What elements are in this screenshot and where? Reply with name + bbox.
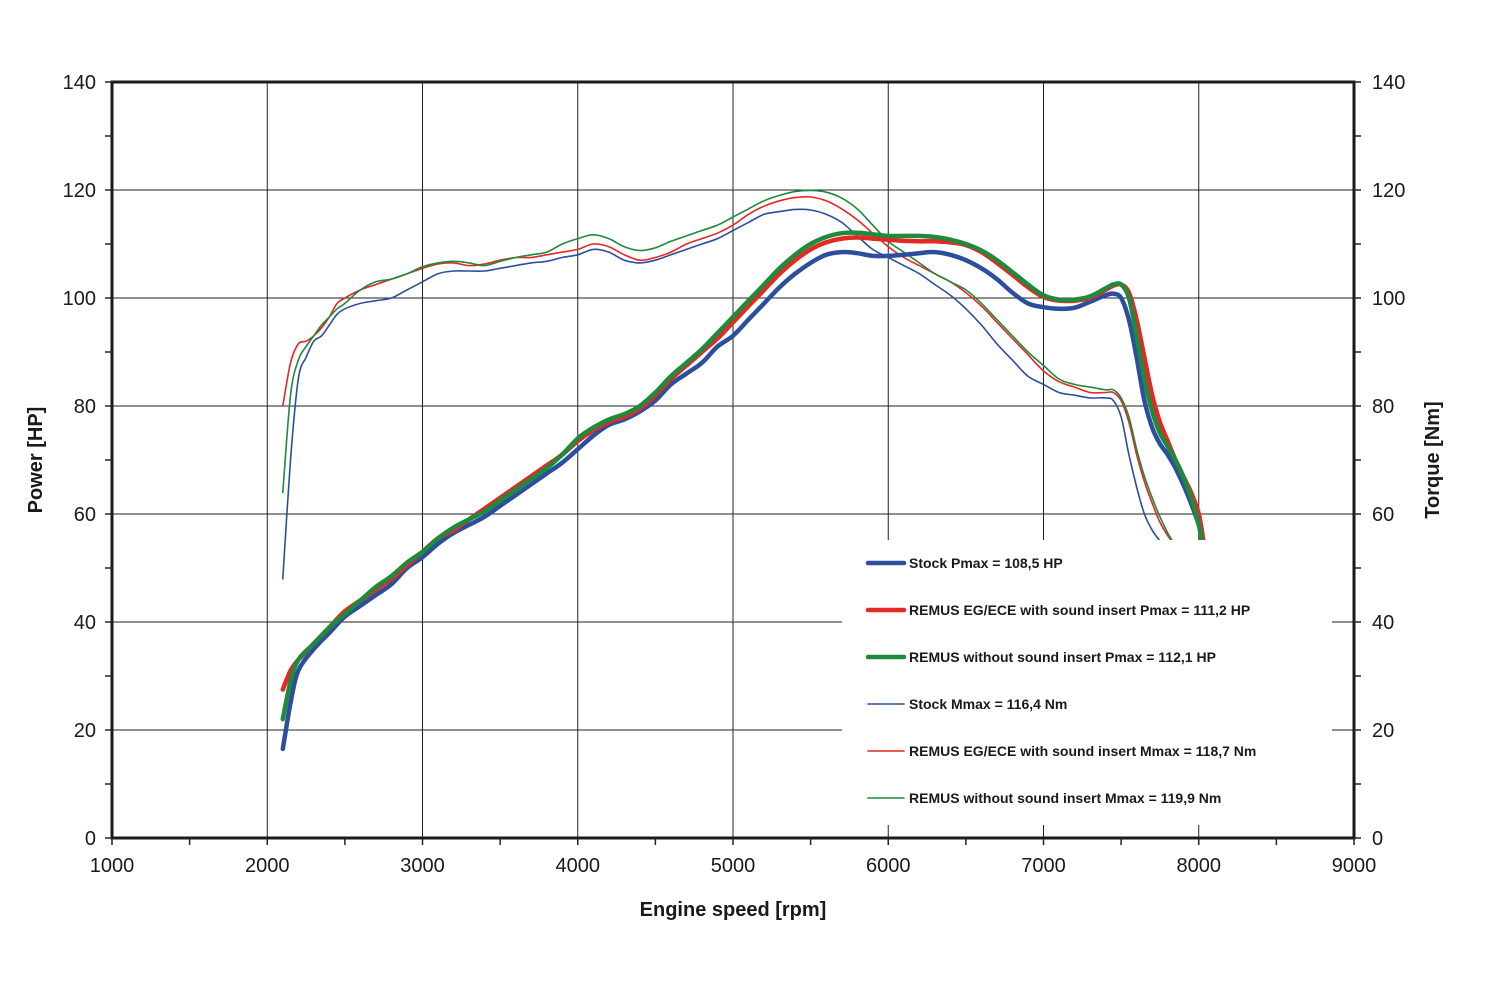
legend-label: Stock Pmax = 108,5 HP (909, 555, 1063, 571)
y-right-tick-label: 100 (1372, 288, 1405, 310)
series-line-3 (280, 230, 1206, 722)
y-left-tick-label: 60 (74, 504, 96, 526)
axis-ticks (105, 81, 1361, 845)
y-left-tick-label: 80 (74, 396, 96, 418)
x-axis-title: Engine speed [rpm] (640, 899, 827, 921)
x-tick-label: 6000 (866, 855, 911, 877)
y-right-tick-label: 120 (1372, 180, 1405, 202)
series-line-5 (282, 195, 1177, 548)
axis-tick-labels: 1000 2000 3000 4000 5000 6000 7000 8000 9000 0 0 20… (63, 72, 1406, 877)
legend-box (842, 540, 1332, 825)
legend-label: REMUS EG/ECE with sound insert Mmax = 11… (909, 743, 1256, 759)
y-right-tick-label: 0 (1372, 828, 1383, 850)
y-left-tick-label: 0 (85, 828, 96, 850)
y-right-tick-label: 60 (1372, 504, 1394, 526)
x-tick-label: 7000 (1021, 855, 1066, 877)
y-right-tick-label: 40 (1372, 612, 1394, 634)
y-left-tick-label: 100 (63, 288, 96, 310)
x-tick-label: 4000 (556, 855, 601, 877)
x-tick-label: 2000 (245, 855, 290, 877)
y-left-tick-label: 20 (74, 720, 96, 742)
x-tick-label: 1000 (90, 855, 135, 877)
y-left-tick-label: 40 (74, 612, 96, 634)
x-tick-label: 3000 (400, 855, 445, 877)
y-right-tick-label: 80 (1372, 396, 1394, 418)
grid-lines (112, 82, 1354, 838)
y-left-tick-label: 140 (63, 72, 96, 94)
x-tick-label: 8000 (1177, 855, 1222, 877)
legend: Stock Pmax = 108,5 HP REMUS EG/ECE with s… (842, 540, 1332, 825)
series-line-6 (282, 189, 1177, 548)
x-tick-label: 9000 (1332, 855, 1377, 877)
legend-label: REMUS EG/ECE with sound insert Pmax = 11… (909, 602, 1250, 618)
legend-label: REMUS without sound insert Mmax = 119,9 … (909, 790, 1221, 806)
legend-label: Stock Mmax = 116,4 Nm (909, 696, 1067, 712)
legend-label: REMUS without sound insert Pmax = 112,1 … (909, 649, 1216, 665)
y-right-tick-label: 140 (1372, 72, 1405, 94)
series-line-4 (282, 208, 1177, 580)
series-line-1 (280, 249, 1206, 752)
y-left-tick-label: 120 (63, 180, 96, 202)
series-lines (280, 189, 1206, 752)
y-axis-right-title: Torque [Nm] (1422, 401, 1444, 518)
y-axis-left-title: Power [HP] (25, 407, 47, 514)
x-tick-label: 5000 (711, 855, 756, 877)
y-right-tick-label: 20 (1372, 720, 1394, 742)
